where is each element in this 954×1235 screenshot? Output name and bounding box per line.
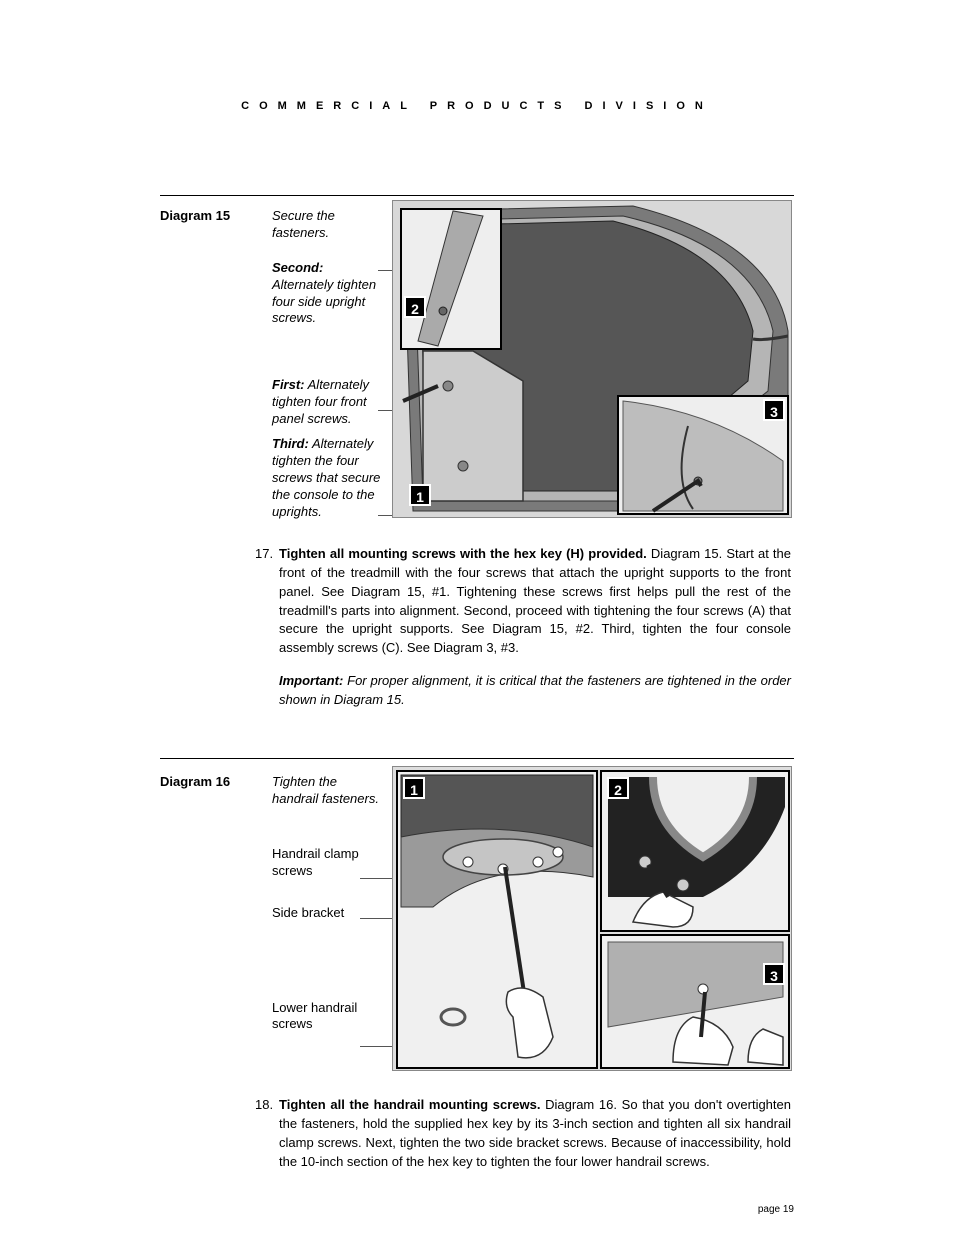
diagram-15-label: Diagram 15: [160, 208, 250, 223]
leader-line: [360, 918, 392, 919]
step-17-bold: Tighten all mounting screws with the hex…: [279, 546, 647, 561]
diagram-15-third: Third: Alternately tighten the four scre…: [272, 436, 382, 520]
marker-3: 3: [763, 963, 785, 985]
leader-line: [360, 878, 392, 879]
diagram-16-svg: [393, 767, 792, 1071]
diagram-15-svg: [393, 201, 792, 518]
marker-3: 3: [763, 399, 785, 421]
marker-2: 2: [607, 777, 629, 799]
leader-line: [378, 270, 392, 271]
page-number: page 19: [758, 1204, 794, 1215]
leader-line: [378, 410, 392, 411]
rule-mid: [160, 758, 794, 759]
third-bold: Third:: [272, 436, 309, 451]
step-18-number: 18.: [255, 1096, 279, 1171]
diagram-15-first: First: Alternately tighten four front pa…: [272, 377, 382, 428]
step-18-text: Tighten all the handrail mounting screws…: [279, 1096, 791, 1171]
diagram-16-caption: Tighten the handrail fasteners.: [272, 774, 382, 808]
diagram-15-second: Second: Alternately tighten four side up…: [272, 260, 382, 328]
rule-top: [160, 195, 794, 196]
step-17-rest: Diagram 15. Start at the front of the tr…: [279, 546, 791, 655]
important-text: For proper alignment, it is critical tha…: [279, 673, 791, 707]
important-bold: Important:: [279, 673, 343, 688]
step-17-text: Tighten all mounting screws with the hex…: [279, 545, 791, 658]
leader-line: [360, 1046, 392, 1047]
diagram-16-label: Diagram 16: [160, 774, 250, 789]
first-bold: First:: [272, 377, 305, 392]
page-header: COMMERCIAL PRODUCTS DIVISION: [160, 100, 794, 112]
step-17-important: Important: For proper alignment, it is c…: [279, 672, 791, 710]
diagram-16-label1: Handrail clamp screws: [272, 846, 382, 880]
diagram-16-figure: 1 2 3: [392, 766, 792, 1071]
marker-1: 1: [403, 777, 425, 799]
step-18-bold: Tighten all the handrail mounting screws…: [279, 1097, 540, 1112]
diagram-15-figure: 2 1 3: [392, 200, 792, 518]
diagram-16-label3: Lower handrail screws: [272, 1000, 382, 1034]
marker-1: 1: [409, 484, 431, 506]
leader-line: [378, 515, 392, 516]
second-text: Alternately tighten four side upright sc…: [272, 277, 376, 326]
second-bold: Second:: [272, 260, 323, 275]
marker-2: 2: [404, 296, 426, 318]
step-17-number: 17.: [255, 545, 279, 710]
diagram-15-caption: Secure the fasteners.: [272, 208, 382, 242]
